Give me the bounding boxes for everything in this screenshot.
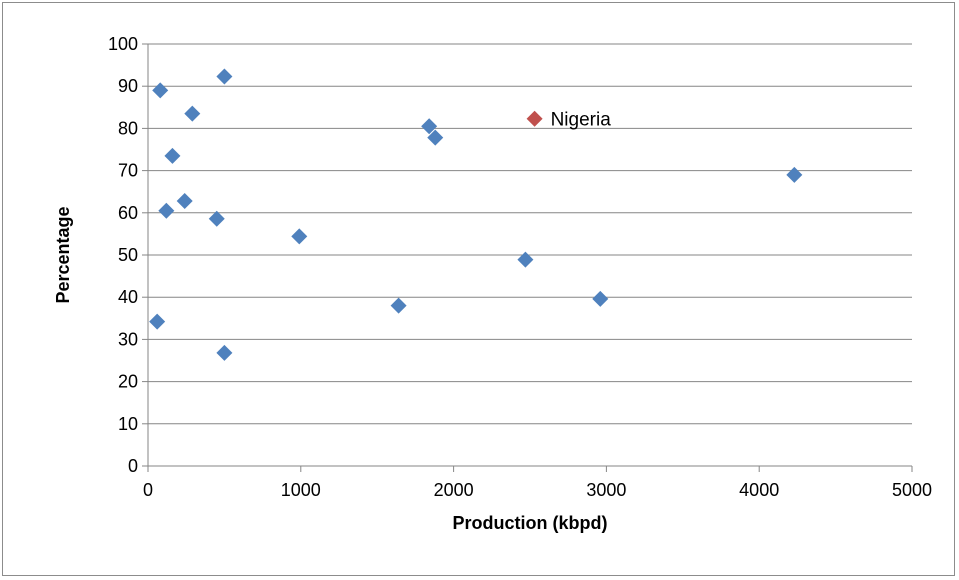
x-tick-labels: 0 1000 2000 3000 4000 5000 [143,480,932,500]
y-tick-label-20: 20 [118,372,138,392]
axes [142,43,913,472]
annotations: Nigeria [551,110,612,131]
data-point-s0-7 [291,228,308,245]
data-point-s0-6 [208,210,225,227]
data-point-s0-3 [164,147,181,164]
y-tick-label-70: 70 [118,161,138,181]
gridlines [148,43,912,425]
y-tick-label-100: 100 [108,34,138,54]
x-tick-label-1000: 1000 [281,480,321,500]
data-point-s0-1 [216,68,233,85]
data-point-s0-15 [786,166,803,183]
data-point-s0-13 [517,251,534,268]
data-point-s0-14 [592,290,609,307]
data-point-s1-0 [526,110,543,127]
y-tick-label-50: 50 [118,245,138,265]
y-tick-label-90: 90 [118,76,138,96]
data-point-s0-0 [152,82,169,99]
y-axis-title: Percentage [53,206,73,303]
y-tick-labels: 0 10 20 30 40 50 60 70 80 90 100 [108,34,138,476]
x-axis-title: Production (kbpd) [453,513,608,533]
point-label-nigeria: Nigeria [551,110,612,131]
y-tick-label-30: 30 [118,329,138,349]
data-point-s0-11 [421,118,438,135]
data-point-s0-8 [149,313,166,330]
y-tick-label-40: 40 [118,287,138,307]
y-tick-label-80: 80 [118,118,138,138]
data-point-s0-12 [427,129,444,146]
x-tick-label-4000: 4000 [739,480,779,500]
data-point-s0-9 [216,344,233,361]
x-tick-label-5000: 5000 [892,480,932,500]
x-tick-label-2000: 2000 [434,480,474,500]
scatter-chart: 0 10 20 30 40 50 60 70 80 90 100 0 1000 2000 3000 4000… [53,34,932,533]
x-tick-label-0: 0 [143,480,153,500]
y-tick-label-10: 10 [118,414,138,434]
data-point-s0-10 [390,297,407,314]
data-point-s0-5 [158,202,175,219]
data-point-s0-4 [176,192,193,209]
x-tick-label-3000: 3000 [586,480,626,500]
data-point-s0-2 [184,105,201,122]
y-tick-label-60: 60 [118,203,138,223]
data-points [149,68,803,361]
y-tick-label-0: 0 [128,456,138,476]
